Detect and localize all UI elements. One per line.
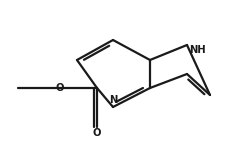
Text: O: O xyxy=(93,128,101,138)
Text: NH: NH xyxy=(189,45,205,55)
Text: N: N xyxy=(109,95,117,105)
Text: O: O xyxy=(56,83,64,93)
